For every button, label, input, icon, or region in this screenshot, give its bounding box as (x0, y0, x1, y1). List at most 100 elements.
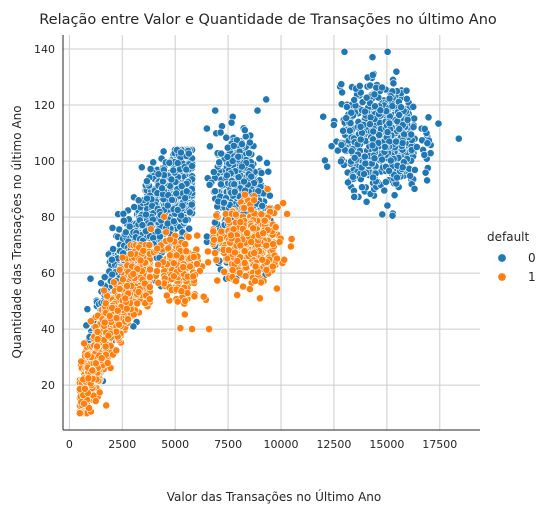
data-point-1 (257, 210, 266, 219)
data-point-1 (205, 325, 213, 333)
data-point-0 (409, 102, 418, 111)
data-point-0 (234, 152, 243, 161)
data-point-0 (184, 149, 193, 158)
data-point-1 (258, 255, 267, 264)
data-point-1 (115, 265, 124, 274)
data-point-1 (192, 259, 201, 268)
data-point-0 (119, 216, 128, 225)
data-point-1 (129, 269, 138, 278)
data-point-1 (115, 320, 123, 329)
data-point-1 (249, 224, 258, 233)
data-point-1 (172, 251, 181, 260)
data-point-1 (211, 249, 219, 257)
data-point-1 (279, 199, 287, 207)
data-point-0 (173, 205, 182, 214)
data-point-0 (109, 245, 117, 253)
data-point-1 (100, 318, 109, 327)
data-point-1 (76, 409, 84, 418)
data-point-0 (255, 154, 264, 163)
data-point-0 (329, 121, 338, 129)
data-point-1 (240, 247, 249, 255)
data-point-1 (181, 296, 189, 305)
data-point-0 (158, 184, 166, 193)
data-point-1 (179, 263, 188, 272)
data-point-1 (123, 282, 131, 290)
data-point-0 (108, 255, 116, 264)
x-tick-label: 0 (66, 438, 73, 451)
data-point-1 (105, 311, 114, 320)
data-point-1 (212, 211, 221, 220)
data-point-0 (361, 159, 370, 168)
data-point-0 (323, 162, 332, 171)
data-point-0 (368, 53, 377, 62)
x-tick-label: 15000 (369, 438, 404, 451)
legend-marker-0 (497, 253, 507, 263)
data-point-1 (251, 277, 259, 285)
data-point-0 (173, 159, 182, 167)
data-point-0 (230, 180, 239, 189)
data-point-0 (386, 156, 395, 165)
data-point-0 (227, 118, 236, 127)
legend-title: default (487, 230, 530, 244)
data-point-0 (319, 112, 328, 121)
chart-title: Relação entre Valor e Quantidade de Tran… (39, 12, 497, 28)
legend-label-1: 1 (528, 270, 536, 284)
data-point-1 (100, 286, 108, 295)
data-point-0 (402, 95, 411, 103)
data-point-1 (121, 294, 130, 303)
data-point-1 (186, 262, 194, 271)
data-point-0 (376, 106, 385, 115)
data-point-1 (212, 256, 221, 264)
data-point-0 (100, 273, 109, 282)
data-point-0 (362, 197, 371, 206)
data-point-1 (169, 259, 178, 268)
data-point-0 (97, 279, 105, 288)
y-tick-label: 20 (41, 379, 55, 392)
data-point-1 (286, 242, 295, 251)
x-ticks: 0 2500 5000 7500 10000 12500 15000 17500 (66, 438, 457, 451)
data-point-0 (264, 167, 273, 176)
data-point-0 (149, 158, 158, 167)
data-point-0 (143, 194, 151, 203)
data-point-1 (153, 244, 162, 253)
data-point-0 (395, 111, 404, 119)
data-point-1 (209, 227, 218, 236)
data-point-0 (119, 209, 128, 218)
data-point-0 (358, 183, 366, 192)
data-point-1 (241, 272, 250, 280)
data-point-1 (103, 359, 112, 367)
data-point-1 (199, 292, 208, 301)
data-point-0 (410, 165, 419, 174)
data-point-1 (176, 324, 185, 333)
data-point-1 (136, 256, 145, 265)
data-point-0 (392, 67, 401, 76)
data-point-0 (265, 191, 274, 200)
legend: default 0 1 (487, 230, 536, 284)
data-point-0 (360, 107, 369, 116)
data-point-0 (142, 177, 151, 186)
data-point-0 (337, 140, 346, 149)
data-point-1 (104, 331, 113, 340)
data-point-1 (180, 310, 189, 319)
data-point-1 (224, 216, 233, 224)
data-point-0 (125, 222, 134, 231)
y-tick-label: 120 (34, 99, 55, 112)
data-point-0 (169, 217, 178, 226)
data-point-0 (219, 198, 228, 207)
data-point-0 (167, 175, 176, 184)
data-point-0 (368, 71, 377, 79)
data-point-1 (217, 227, 226, 236)
data-point-1 (269, 240, 277, 249)
data-point-1 (93, 342, 101, 351)
data-point-1 (272, 284, 281, 293)
data-point-1 (255, 294, 264, 303)
data-point-1 (213, 276, 222, 285)
data-point-1 (260, 216, 269, 225)
data-point-1 (273, 254, 281, 263)
data-point-0 (454, 134, 463, 143)
data-point-0 (388, 102, 397, 110)
data-point-0 (423, 176, 431, 185)
data-point-1 (93, 335, 102, 344)
data-point-0 (223, 152, 232, 161)
data-point-1 (228, 266, 237, 274)
